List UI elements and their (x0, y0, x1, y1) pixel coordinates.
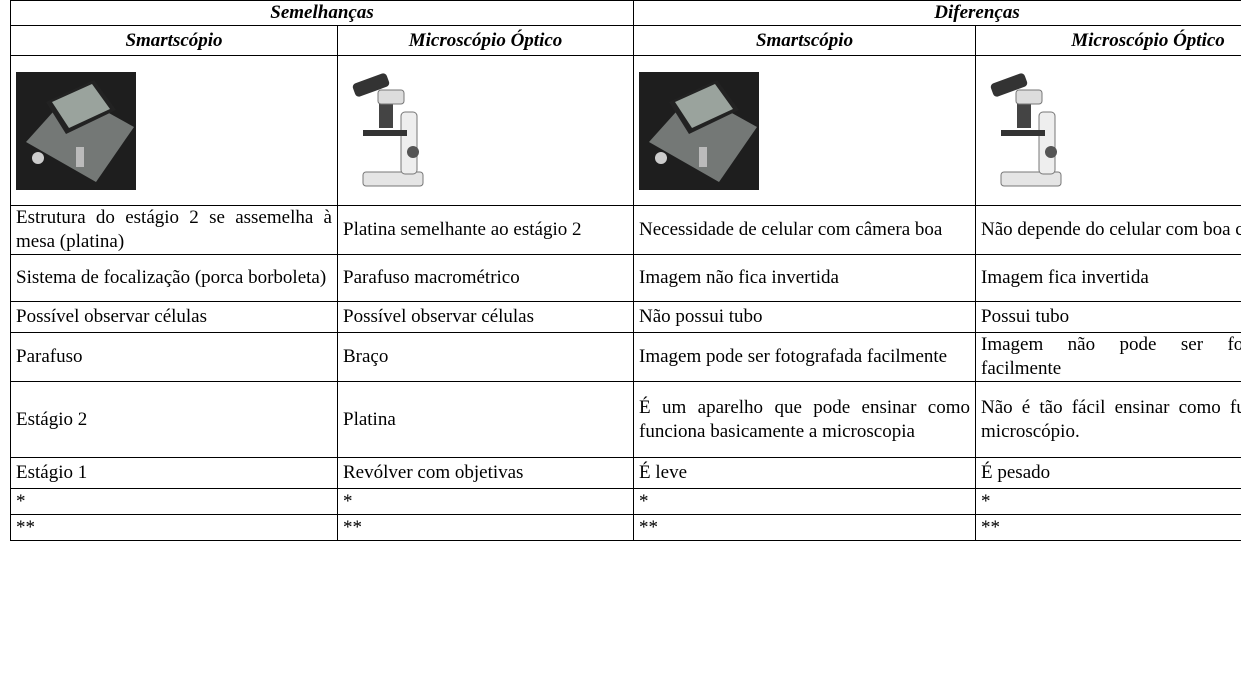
table-cell: Possui tubo (975, 301, 1241, 333)
table-cell: Não possui tubo (633, 301, 977, 333)
table-row: Sistema de focalização (porca borboleta)… (10, 254, 1241, 302)
table-cell: É um aparelho que pode ensinar como func… (633, 381, 977, 458)
table-cell: * (336, 488, 635, 515)
group-header: Diferenças (633, 0, 1241, 26)
table-row: Estágio 1 Revólver com objetivas É leve É p… (10, 457, 1241, 489)
table-cell: Sistema de focalização (porca borboleta) (10, 254, 338, 302)
table-cell: Revólver com objetivas (336, 457, 635, 489)
table-cell: * (633, 488, 977, 515)
smartscope-photo (639, 71, 760, 190)
table-cell: Estrutura do estágio 2 se assemelha à me… (10, 205, 338, 255)
image-row (10, 55, 1241, 206)
image-cell (336, 55, 635, 206)
table-cell: Parafuso macrométrico (336, 254, 635, 302)
image-cell (10, 55, 338, 206)
table-cell: Não é tão fácil ensinar como funciona o … (975, 381, 1241, 458)
column-header: Microscópio Óptico (975, 25, 1241, 56)
table-cell: Necessidade de celular com câmera boa (633, 205, 977, 255)
table-row: ** ** ** ** (10, 514, 1241, 541)
table-cell: * (975, 488, 1241, 515)
table-cell: Imagem pode ser fotografada facilmente (633, 332, 977, 382)
table-cell: Não depende do celular com boa câmera (975, 205, 1241, 255)
table-cell: Possível observar células (336, 301, 635, 333)
column-header-row: Smartscópio Microscópio Óptico Smartscóp… (10, 25, 1241, 56)
column-header: Microscópio Óptico (336, 25, 635, 56)
table-cell: Imagem não pode ser fotografada facilmen… (975, 332, 1241, 382)
table-cell: ** (633, 514, 977, 541)
comparison-table: Semelhanças Diferenças Smartscópio Micro… (10, 0, 1241, 541)
table-cell: * (10, 488, 338, 515)
image-cell (633, 55, 977, 206)
table-cell: Estágio 2 (10, 381, 338, 458)
table-cell: Imagem não fica invertida (633, 254, 977, 302)
table-cell: ** (10, 514, 338, 541)
table-row: Estrutura do estágio 2 se assemelha à me… (10, 205, 1241, 255)
table-row: Parafuso Braço Imagem pode ser fotografada… (10, 332, 1241, 382)
table-cell: Parafuso (10, 332, 338, 382)
table-cell: Possível observar células (10, 301, 338, 333)
microscope-photo (990, 72, 1062, 186)
table-cell: É leve (633, 457, 977, 489)
microscope-photo (352, 72, 424, 186)
table-cell: É pesado (975, 457, 1241, 489)
table-cell: Estágio 1 (10, 457, 338, 489)
table-cell: ** (336, 514, 635, 541)
group-header: Semelhanças (10, 0, 635, 26)
image-cell (975, 55, 1241, 206)
table-cell: Platina semelhante ao estágio 2 (336, 205, 635, 255)
group-header-row: Semelhanças Diferenças (10, 0, 1241, 26)
smartscope-photo (16, 71, 136, 190)
table-cell: Braço (336, 332, 635, 382)
table-cell: Imagem fica invertida (975, 254, 1241, 302)
table-wrap: Semelhanças Diferenças Smartscópio Micro… (10, 0, 1241, 673)
table-row: Estágio 2 Platina É um aparelho que pode e… (10, 381, 1241, 458)
column-header: Smartscópio (633, 25, 977, 56)
column-header: Smartscópio (10, 25, 338, 56)
table-cell: ** (975, 514, 1241, 541)
table-row: Possível observar células Possível observ… (10, 301, 1241, 333)
table-cell: Platina (336, 381, 635, 458)
table-row: * * * * (10, 488, 1241, 515)
